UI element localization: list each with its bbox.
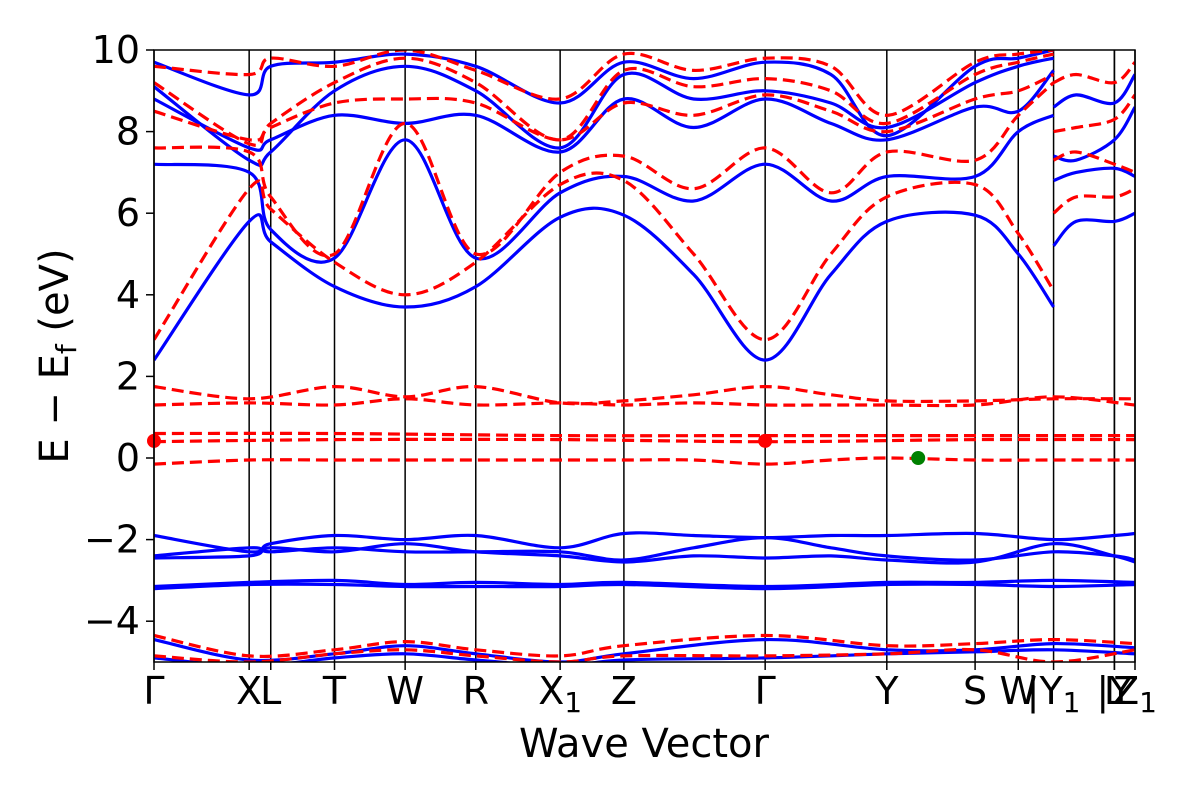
dashed-band-2 (154, 73, 1055, 142)
x-tick-label-8: Γ (755, 669, 776, 713)
y-tick-label-0: 10 (92, 28, 140, 72)
dashed-band-0 (154, 171, 1055, 342)
solid-band-12 (154, 578, 1135, 589)
solid-band-6 (1052, 166, 1135, 183)
x-tick-label-0: Γ (143, 669, 164, 713)
dashed-band-4 (154, 50, 1054, 117)
solid-band-8 (1052, 73, 1135, 109)
y-axis-ticks: 10 8 6 4 2 0 −2 −4 (84, 28, 154, 643)
solid-band-11 (154, 542, 1135, 565)
y-tick-label-7: −4 (84, 599, 140, 643)
x-tick-label-14: |Y (1096, 669, 1133, 714)
band-lines (154, 50, 1135, 662)
solid-band-5 (1052, 211, 1135, 247)
marker-point-1 (758, 433, 773, 448)
y-tick-label-5: 0 (116, 436, 140, 480)
x-tick-label-11: W (999, 669, 1037, 713)
x-tick-label-3: T (322, 669, 347, 713)
plot-frame (153, 49, 1136, 663)
kpoint-lines (153, 50, 1136, 662)
y-tick-label-1: 8 (116, 110, 140, 154)
dashed-band-11 (154, 431, 1135, 438)
marker-point-2 (911, 451, 926, 465)
dashed-band-3 (154, 52, 1054, 147)
x-tick-label-15: Z1 (1113, 669, 1157, 719)
x-tick-label-6: X1 (538, 669, 582, 719)
y-tick-label-3: 4 (116, 273, 140, 317)
y-tick-label-6: −2 (84, 518, 140, 562)
y-tick-label-4: 2 (116, 354, 140, 398)
x-tick-label-1: X (236, 669, 262, 713)
dashed-band-9 (154, 384, 1135, 406)
x-tick-label-7: Z (611, 669, 637, 713)
solid-band-2 (154, 69, 1055, 154)
solid-band-13 (154, 582, 1135, 591)
x-tick-label-10: S (963, 669, 987, 713)
solid-band-0 (154, 206, 1055, 362)
dashed-band-14 (154, 633, 1135, 659)
x-tick-label-9: Y (874, 669, 899, 713)
x-axis-label: Wave Vector (519, 721, 770, 767)
dashed-band-15 (154, 647, 1135, 662)
y-axis-label-unit: (eV) (32, 248, 78, 344)
x-tick-label-5: R (463, 669, 489, 713)
solid-band-4 (154, 50, 1054, 138)
x-tick-label-4: W (386, 669, 424, 713)
y-axis-label-main: E − E (32, 354, 78, 464)
dashed-band-12 (154, 437, 1135, 444)
solid-band-1 (154, 113, 1055, 264)
y-tick-label-2: 6 (116, 191, 140, 235)
x-axis-ticks: Γ XL T W R X1 Z Γ Y S W|Y1 L|YZ1 (143, 662, 1157, 719)
solid-band-7 (1053, 106, 1135, 163)
x-tick-label-2: L (260, 669, 281, 713)
x-tick-label-13: L (1104, 669, 1125, 713)
dashed-band-1 (154, 81, 1055, 258)
y-axis-label: E − Ef (eV) (32, 248, 83, 463)
dashed-band-7 (1053, 93, 1135, 134)
dashed-band-8 (1052, 61, 1135, 85)
dashed-band-5 (1052, 187, 1135, 215)
dashed-band-6 (1052, 150, 1135, 174)
x-tick-label-12: |Y1 (1027, 669, 1081, 719)
solid-band-9 (154, 531, 1135, 554)
y-axis-label-sub: f (50, 343, 83, 354)
dashed-band-13 (154, 456, 1135, 466)
dashed-band-10 (154, 395, 1135, 408)
